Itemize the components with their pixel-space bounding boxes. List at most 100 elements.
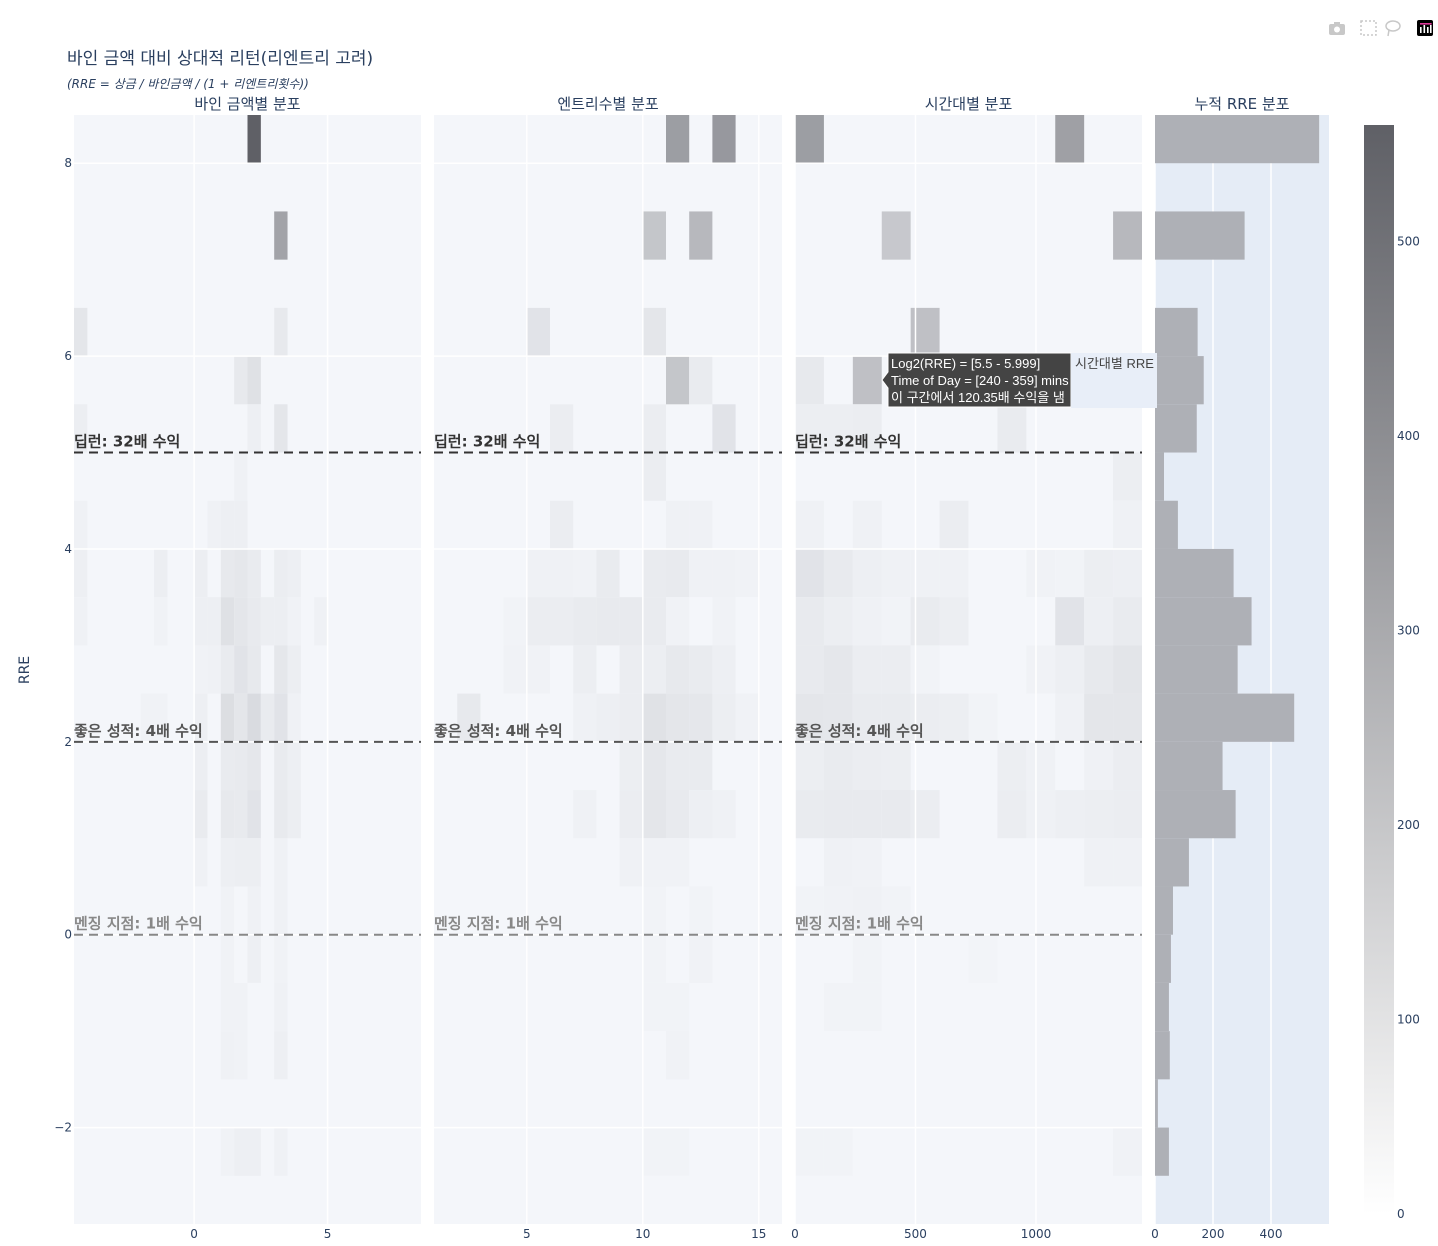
- heatmap-cell[interactable]: [712, 404, 736, 453]
- heatmap-cell[interactable]: [642, 693, 666, 742]
- heatmap-cell[interactable]: [642, 211, 666, 260]
- heatmap-cell[interactable]: [1084, 597, 1114, 646]
- heatmap-cell[interactable]: [74, 597, 88, 646]
- heatmap-cell[interactable]: [619, 645, 643, 694]
- heatmap-cell[interactable]: [207, 500, 221, 549]
- heatmap-cell[interactable]: [619, 597, 643, 646]
- heatmap-cell[interactable]: [526, 548, 550, 598]
- heatmap-cell[interactable]: [247, 1127, 261, 1176]
- heatmap-cell[interactable]: [274, 548, 288, 598]
- heatmap-cell[interactable]: [619, 790, 643, 839]
- heatmap-cell[interactable]: [596, 548, 620, 598]
- heatmap-cell[interactable]: [1113, 838, 1142, 887]
- heatmap-cell[interactable]: [274, 838, 288, 887]
- heatmap-cell[interactable]: [881, 548, 911, 598]
- heatmap-cell[interactable]: [154, 597, 168, 646]
- heatmap-cell[interactable]: [1055, 693, 1085, 742]
- heatmap-cell[interactable]: [1113, 790, 1142, 839]
- heatmap-cell[interactable]: [194, 790, 208, 839]
- heatmap-cell[interactable]: [207, 597, 221, 646]
- heatmap-cell[interactable]: [1113, 645, 1142, 694]
- heatmap-cell[interactable]: [1084, 838, 1114, 887]
- heatmap-cell[interactable]: [795, 500, 824, 549]
- heatmap-cell[interactable]: [881, 211, 911, 260]
- histogram-bar[interactable]: [1155, 1127, 1169, 1176]
- heatmap-cell[interactable]: [274, 597, 288, 646]
- heatmap-cell[interactable]: [1055, 645, 1085, 694]
- heatmap-cell[interactable]: [642, 886, 666, 935]
- heatmap-cell[interactable]: [74, 548, 88, 598]
- heatmap-cell[interactable]: [712, 693, 736, 742]
- heatmap-cell[interactable]: [1055, 597, 1085, 646]
- heatmap-cell[interactable]: [689, 211, 713, 260]
- heatmap-cell[interactable]: [712, 115, 736, 164]
- heatmap-cell[interactable]: [823, 790, 853, 839]
- heatmap-cell[interactable]: [220, 741, 235, 791]
- heatmap-cell[interactable]: [689, 790, 713, 839]
- heatmap-cell[interactable]: [642, 645, 666, 694]
- heatmap-cell[interactable]: [260, 597, 275, 646]
- heatmap-cell[interactable]: [666, 500, 690, 549]
- heatmap-cell[interactable]: [823, 741, 853, 791]
- histogram-bar[interactable]: [1155, 838, 1189, 887]
- heatmap-cell[interactable]: [852, 356, 882, 405]
- heatmap-cell[interactable]: [247, 741, 261, 791]
- histogram-bar[interactable]: [1155, 645, 1238, 694]
- heatmap-cell[interactable]: [1113, 741, 1142, 791]
- heatmap-cell[interactable]: [795, 356, 824, 405]
- heatmap-cell[interactable]: [642, 982, 666, 1032]
- heatmap-cell[interactable]: [712, 645, 736, 694]
- heatmap-cell[interactable]: [852, 790, 882, 839]
- heatmap-cell[interactable]: [689, 645, 713, 694]
- heatmap-cell[interactable]: [852, 934, 882, 983]
- heatmap-cell[interactable]: [1026, 645, 1056, 694]
- heatmap-cell[interactable]: [274, 790, 288, 839]
- heatmap-cell[interactable]: [526, 307, 550, 357]
- heatmap-cell[interactable]: [234, 982, 248, 1032]
- heatmap-cell[interactable]: [573, 790, 597, 839]
- heatmap-cell[interactable]: [1084, 741, 1114, 791]
- heatmap-cell[interactable]: [823, 886, 853, 935]
- histogram-bar[interactable]: [1155, 693, 1295, 742]
- heatmap-cell[interactable]: [287, 548, 301, 598]
- heatmap-cell[interactable]: [234, 1127, 248, 1176]
- heatmap-cell[interactable]: [220, 886, 235, 935]
- heatmap-cell[interactable]: [247, 115, 261, 164]
- heatmap-cell[interactable]: [968, 934, 998, 983]
- heatmap-cell[interactable]: [234, 452, 248, 501]
- heatmap-cell[interactable]: [852, 693, 882, 742]
- heatmap-cell[interactable]: [823, 404, 853, 453]
- heatmap-cell[interactable]: [234, 693, 248, 742]
- heatmap-cell[interactable]: [573, 645, 597, 694]
- box-select-icon[interactable]: [1360, 20, 1377, 36]
- histogram-bar[interactable]: [1155, 307, 1198, 357]
- heatmap-cell[interactable]: [795, 693, 824, 742]
- histogram-bar[interactable]: [1155, 886, 1173, 935]
- heatmap-cell[interactable]: [220, 645, 235, 694]
- heatmap-cell[interactable]: [689, 693, 713, 742]
- histogram-bar[interactable]: [1155, 934, 1171, 983]
- histogram-bar[interactable]: [1155, 500, 1178, 549]
- heatmap-cell[interactable]: [666, 693, 690, 742]
- heatmap-cell[interactable]: [795, 790, 824, 839]
- heatmap-cell[interactable]: [234, 790, 248, 839]
- heatmap-cell[interactable]: [666, 741, 690, 791]
- heatmap-cell[interactable]: [287, 790, 301, 839]
- heatmap-cell[interactable]: [274, 307, 288, 357]
- heatmap-cell[interactable]: [287, 645, 301, 694]
- heatmap-cell[interactable]: [823, 1127, 853, 1176]
- heatmap-cell[interactable]: [1026, 741, 1056, 791]
- heatmap-cell[interactable]: [220, 693, 235, 742]
- heatmap-cell[interactable]: [642, 741, 666, 791]
- heatmap-cell[interactable]: [234, 741, 248, 791]
- heatmap-cell[interactable]: [274, 741, 288, 791]
- heatmap-cell[interactable]: [852, 404, 882, 453]
- heatmap-cell[interactable]: [220, 1031, 235, 1080]
- heatmap-cell[interactable]: [968, 693, 998, 742]
- heatmap-cell[interactable]: [550, 548, 574, 598]
- heatmap-cell[interactable]: [642, 548, 666, 598]
- heatmap-cell[interactable]: [642, 597, 666, 646]
- heatmap-cell[interactable]: [823, 548, 853, 598]
- heatmap-cell[interactable]: [852, 548, 882, 598]
